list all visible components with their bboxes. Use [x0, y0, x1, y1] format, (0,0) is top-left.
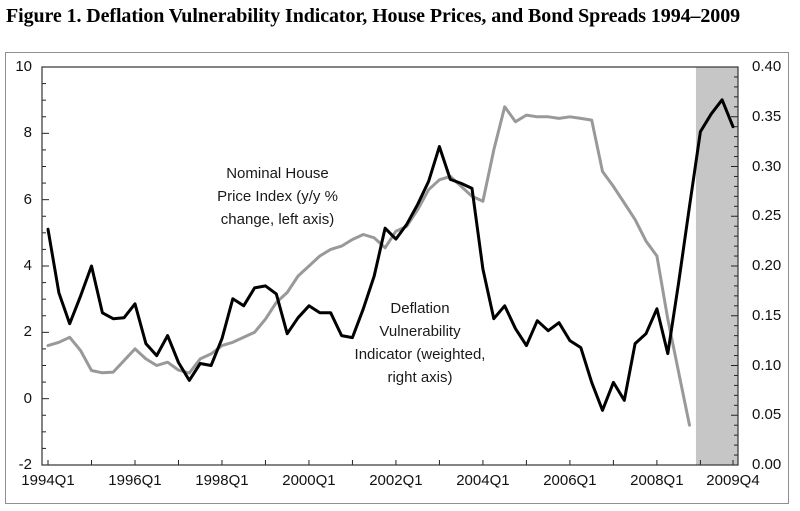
house-price-line	[46, 105, 691, 427]
forecast-shade-region	[695, 67, 738, 465]
x-axis-tick-label: 1994Q1	[21, 472, 75, 489]
left-axis-tick-label: 6	[23, 190, 32, 208]
left-axis-tick-label: 0	[23, 389, 32, 407]
right-axis-tick-label: 0.00	[752, 456, 782, 473]
left-axis-tick-label: -2	[18, 456, 32, 473]
left-axis-tick-label: 4	[23, 257, 32, 274]
left-axis-tick-label: 2	[23, 323, 32, 341]
x-axis-tick-label: 2008Q1	[630, 472, 684, 489]
x-axis-tick-label: 1996Q1	[108, 472, 162, 489]
left-axis-tick-label: 8	[23, 124, 32, 142]
x-axis-tick-label: 2000Q1	[282, 472, 336, 489]
x-axis-tick-label: 2002Q1	[369, 472, 423, 489]
x-axis-tick-label: 2004Q1	[456, 472, 510, 489]
right-axis-tick-label: 0.40	[752, 58, 782, 75]
x-axis-tick-label: 2006Q1	[543, 472, 597, 489]
plot-border	[41, 66, 739, 466]
figure-frame	[5, 52, 789, 504]
right-axis-tick-label: 0.20	[752, 257, 782, 274]
x-axis-tick-label: 2009Q4	[706, 472, 760, 489]
left-axis-tick-label: 10	[15, 58, 32, 75]
right-axis-tick-label: 0.35	[752, 107, 782, 125]
right-axis-tick-label: 0.25	[752, 207, 782, 225]
dvi-series-label: Deflation Vulnerability Indicator (weigh…	[354, 300, 486, 386]
right-axis-tick-label: 0.15	[752, 306, 782, 324]
house-price-series-label: Nominal House Price Index (y/y % change,…	[217, 165, 338, 228]
dvi-line	[46, 98, 735, 412]
figure-title: Figure 1. Deflation Vulnerability Indica…	[6, 5, 740, 27]
x-axis-tick-label: 1998Q1	[195, 472, 249, 489]
right-axis-tick-label: 0.10	[752, 356, 782, 374]
right-axis-tick-label: 0.30	[752, 157, 782, 175]
right-axis-tick-label: 0.05	[752, 406, 782, 424]
